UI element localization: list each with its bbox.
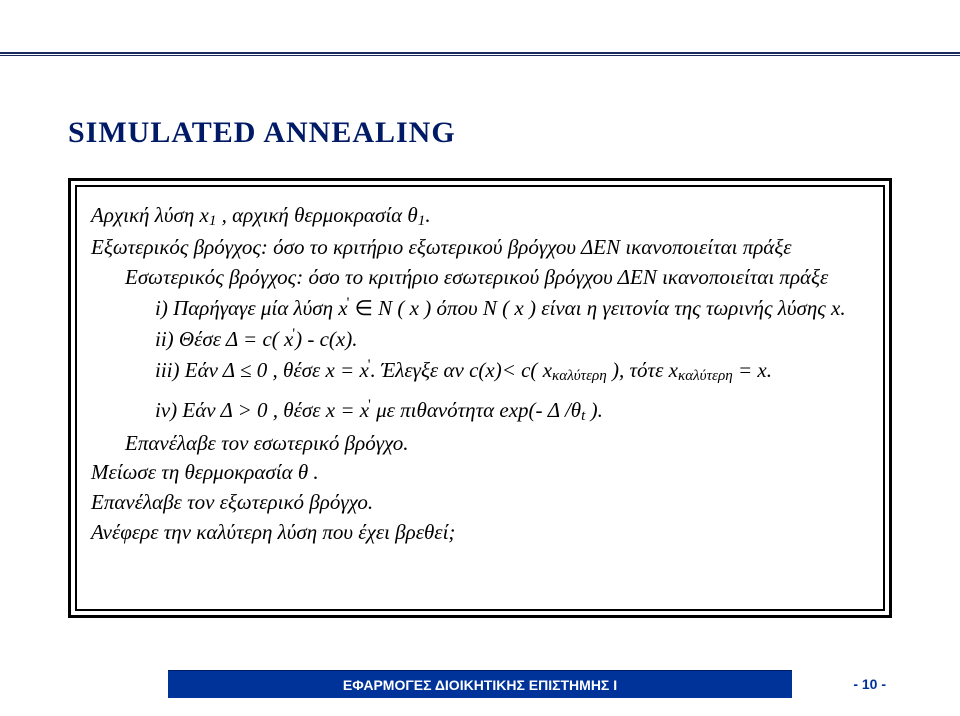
var-theta: θ [407,203,417,227]
text: όπου [431,296,483,320]
text: i) Παρήγαγε μία λύση [155,296,338,320]
fn-c-b: ) - c(x). [295,327,357,351]
fn-Nx2: N ( x ) [483,296,536,320]
text: iii) Εάν Δ ≤ 0 , θέσε [155,358,325,382]
algo-line-4: ii) Θέσε Δ = c( x') - c(x). [91,325,869,353]
sub-best: καλύτερη [552,368,607,384]
fn-c: c(x)< c( [469,358,537,382]
algo-line-10: Ανέφερε την καλύτερη λύση που έχει βρεθε… [91,519,869,546]
var-theta: θ [571,398,581,422]
footer-bar: ΕΦΑΡΜΟΓΕΣ ΔΙΟΙΚΗΤΙΚΗΣ ΕΠΙΣΤΗΜΗΣ Ι [168,670,792,698]
fn-Nx: N ( x ) [378,296,431,320]
algo-line-8: Μείωσε τη θερμοκρασία θ . [91,459,869,486]
eq-x: x = x [325,358,368,382]
text: ). [585,398,603,422]
algo-line-1: Εξωτερικός βρόγχος: όσο το κριτήριο εξωτ… [91,234,869,261]
page-number: - 10 - [853,670,886,698]
page-title: SIMULATED ANNEALING [68,116,456,150]
text: ), τότε [607,358,669,382]
text: Αρχική λύση [91,203,200,227]
text: Εξωτερικός βρόγχος [91,235,261,259]
var-xk2: x [669,358,678,382]
var-xk: x [537,358,552,382]
text: Εσωτερικός βρόγχος [125,265,296,289]
text: είναι η γειτονία της τωρινής λύσης [536,296,831,320]
algo-line-6: iv) Εάν Δ > 0 , θέσε x = x' με πιθανότητ… [91,396,869,426]
eq-x: x = x [326,398,369,422]
page: SIMULATED ANNEALING Αρχική λύση x1 , αρχ… [0,0,960,716]
eq-end: = x. [733,358,772,382]
algo-line-5: iii) Εάν Δ ≤ 0 , θέσε x = x'. Έλεγξε αν … [91,356,869,386]
algo-line-7: Επανέλαβε τον εσωτερικό βρόγχο. [91,430,869,457]
text: . Έλεγξε αν [371,358,470,382]
dot: . [425,203,430,227]
in-symbol: ∈ [349,296,378,320]
text: : όσο το κριτήριο εξωτερικού βρόγχου ΔΕΝ… [261,235,792,259]
text: ii) Θέσε Δ = [155,327,262,351]
var-x: x [200,203,209,227]
sub-best2: καλύτερη [678,368,733,384]
var-x: x [831,296,840,320]
fn-c: c( x [262,327,293,351]
dot: . [840,296,845,320]
text: : όσο το κριτήριο εσωτερικού βρόγχου ΔΕΝ… [296,265,828,289]
text: , αρχική θερμοκρασία [216,203,407,227]
algo-line-9: Επανέλαβε τον εξωτερικό βρόγχο. [91,489,869,516]
text: iv) Εάν Δ > 0 , θέσε [155,398,326,422]
top-rule [0,52,960,56]
algo-line-3: i) Παρήγαγε μία λύση x' ∈ N ( x ) όπου N… [91,294,869,322]
text: με πιθανότητα exp(- Δ / [371,398,571,422]
algo-line-2: Εσωτερικός βρόγχος: όσο το κριτήριο εσωτ… [91,264,869,291]
algo-line-0: Αρχική λύση x1 , αρχική θερμοκρασία θ1. [91,202,869,231]
frame-inner: Αρχική λύση x1 , αρχική θερμοκρασία θ1. … [75,185,885,611]
algorithm-frame: Αρχική λύση x1 , αρχική θερμοκρασία θ1. … [68,178,892,618]
